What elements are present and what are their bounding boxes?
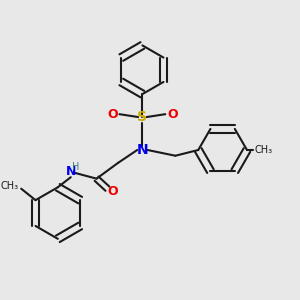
Text: O: O bbox=[107, 108, 118, 121]
Text: O: O bbox=[107, 185, 118, 198]
Text: CH₃: CH₃ bbox=[0, 181, 18, 191]
Text: CH₃: CH₃ bbox=[254, 145, 272, 155]
Text: N: N bbox=[66, 165, 76, 178]
Text: N: N bbox=[136, 143, 148, 157]
Text: O: O bbox=[167, 108, 178, 121]
Text: H: H bbox=[72, 162, 80, 172]
Text: S: S bbox=[137, 110, 147, 124]
